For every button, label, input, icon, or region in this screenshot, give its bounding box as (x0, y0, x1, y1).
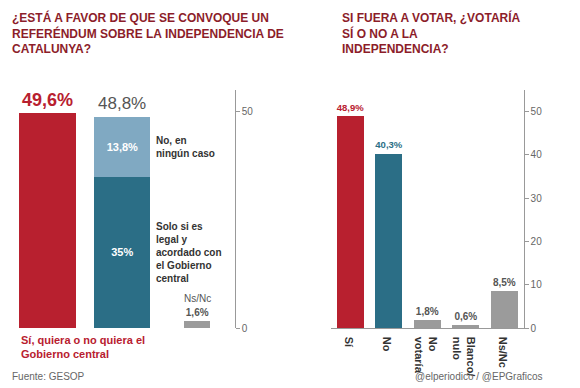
svg-text:¿ESTÁ A FAVOR DE QUE SE CONVOQ: ¿ESTÁ A FAVOR DE QUE SE CONVOQUE UNREFER… (12, 10, 284, 56)
svg-text:48,9%: 48,9% (337, 102, 364, 113)
svg-text:8,5%: 8,5% (493, 277, 516, 288)
svg-text:30: 30 (531, 193, 543, 204)
svg-text:@elperiodico / @EPGraficos: @elperiodico / @EPGraficos (415, 371, 543, 382)
svg-text:0: 0 (242, 323, 248, 334)
svg-text:Ns/Nc: Ns/Nc (184, 293, 211, 304)
svg-text:SI FUERA A VOTAR, ¿VOTARÍASÍ O: SI FUERA A VOTAR, ¿VOTARÍASÍ O NO A LAIN… (342, 10, 521, 56)
svg-text:Ns/Nc: Ns/Nc (497, 337, 509, 368)
svg-text:Novotaría: Novotaría (413, 337, 439, 374)
svg-text:Sí, quiera o no quiera elGobie: Sí, quiera o no quiera elGobierno centra… (21, 334, 145, 360)
svg-text:1,8%: 1,8% (416, 306, 439, 317)
svg-text:No, enningún caso: No, enningún caso (156, 135, 215, 159)
svg-text:48,8%: 48,8% (98, 94, 146, 113)
svg-text:50: 50 (242, 106, 254, 117)
svg-text:49,6%: 49,6% (22, 90, 73, 110)
svg-text:35%: 35% (111, 246, 133, 258)
svg-text:Sí: Sí (343, 337, 355, 348)
svg-text:0,6%: 0,6% (454, 311, 477, 322)
svg-text:40: 40 (531, 149, 543, 160)
svg-text:Solo si eslegal yacordado cone: Solo si eslegal yacordado conel Gobierno… (156, 221, 222, 284)
svg-text:40,3%: 40,3% (375, 139, 402, 150)
svg-text:Blanco/nulo: Blanco/nulo (451, 337, 477, 377)
svg-text:13,8%: 13,8% (107, 141, 138, 153)
svg-text:Fuente: GESOP: Fuente: GESOP (12, 371, 85, 382)
svg-text:20: 20 (531, 236, 543, 247)
svg-text:0: 0 (531, 323, 537, 334)
svg-text:10: 10 (531, 279, 543, 290)
svg-text:No: No (381, 337, 393, 352)
svg-text:1,6%: 1,6% (186, 307, 209, 318)
svg-text:50: 50 (531, 106, 543, 117)
